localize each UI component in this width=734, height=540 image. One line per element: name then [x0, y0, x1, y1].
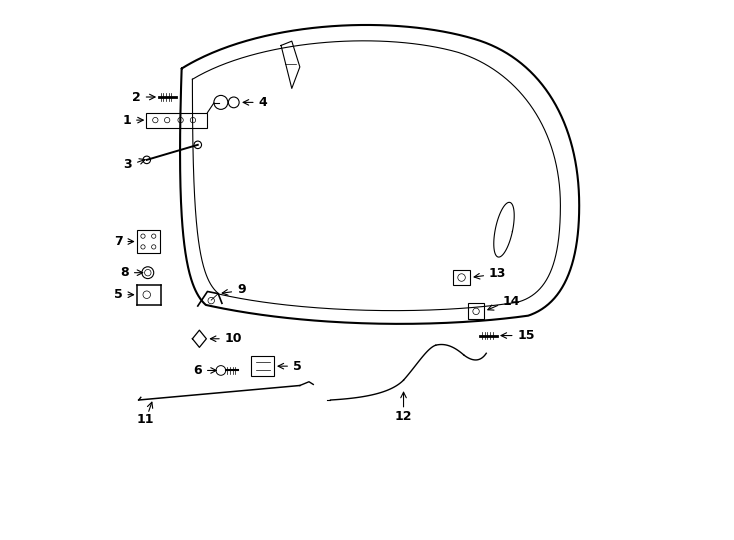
Text: 6: 6: [194, 364, 202, 377]
Text: 13: 13: [489, 267, 506, 280]
Text: 1: 1: [123, 113, 131, 126]
Text: 14: 14: [503, 295, 520, 308]
Text: 2: 2: [132, 91, 141, 104]
Text: 9: 9: [237, 284, 246, 296]
Text: 5: 5: [114, 288, 123, 301]
Text: 8: 8: [120, 266, 129, 279]
Text: 3: 3: [123, 158, 132, 171]
Text: 10: 10: [225, 332, 242, 345]
Text: 5: 5: [293, 360, 302, 373]
Text: 7: 7: [114, 235, 123, 248]
Text: 11: 11: [137, 413, 154, 426]
Text: 12: 12: [395, 410, 413, 423]
Text: 4: 4: [258, 96, 267, 109]
Text: 15: 15: [517, 329, 535, 342]
